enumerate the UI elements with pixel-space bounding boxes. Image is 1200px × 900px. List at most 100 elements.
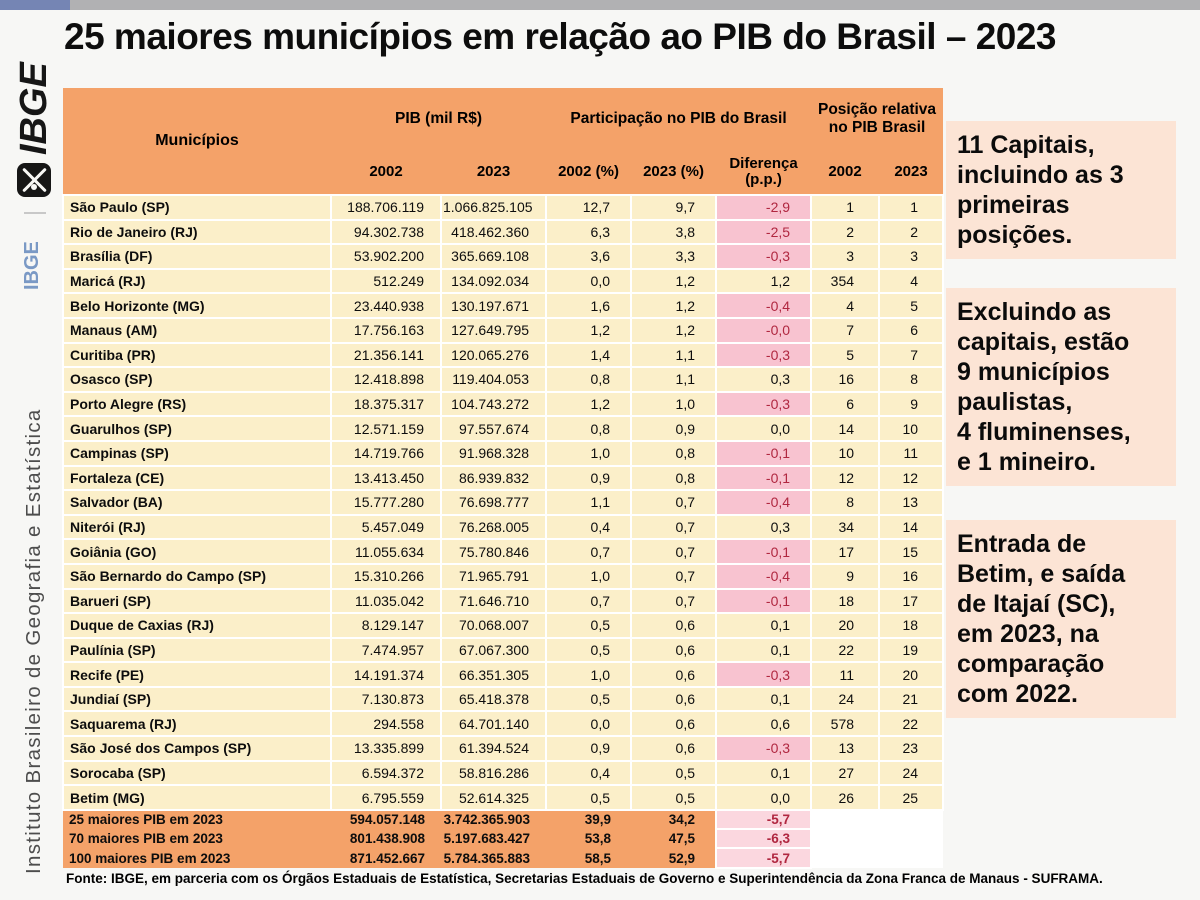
source-note: Fonte: IBGE, em parceria com os Órgãos E…: [66, 871, 1103, 886]
cell-pct-2023: 52,9: [631, 848, 717, 868]
cell-pct-2023: 0,6: [630, 735, 718, 762]
cell-pib-2023: 5.197.683.427: [441, 829, 547, 849]
cell-pct-2002: 1,0: [545, 439, 633, 467]
table-row: Duque de Caxias (RJ) 8.129.147 70.068.007 0…: [62, 612, 945, 639]
table-row: Recife (PE) 14.191.374 66.351.305 1,0 0,6 -0,…: [62, 661, 945, 688]
cell-pib-2023: 97.557.674: [439, 415, 548, 442]
table-row: Curitiba (PR) 21.356.141 120.065.276 1,4 1,1…: [62, 341, 945, 369]
cell-pct-2002: 53,8: [546, 829, 632, 849]
header-diferenca-line1: Diferença: [729, 154, 798, 172]
sidebar-divider: [24, 212, 46, 214]
header-pct-2023: 2023 (%): [631, 150, 717, 195]
table-row: Sorocaba (SP) 6.594.372 58.816.286 0,4 0,5 0,…: [62, 759, 945, 787]
cell-pct-2002: 3,6: [545, 243, 633, 270]
cell-pos-2002: 5: [810, 341, 881, 369]
cell-pib-2002: 188.706.119: [330, 194, 442, 221]
cell-pib-2002: 23.440.938: [330, 292, 442, 319]
cell-diff: -5,7: [715, 808, 813, 831]
cell-pct-2002: 1,4: [545, 341, 633, 369]
cell-pos-2023: 12: [878, 464, 945, 492]
table-row: Saquarema (RJ) 294.558 64.701.140 0,0 0,6 0,6…: [62, 710, 945, 738]
cell-name: Manaus (AM): [62, 316, 332, 344]
cell-pos-2002: 3: [810, 243, 881, 270]
cell-pos-2002: 34: [810, 513, 881, 541]
cell-name: São Paulo (SP): [62, 194, 332, 221]
table-body: São Paulo (SP) 188.706.119 1.066.825.105 12…: [62, 194, 945, 811]
table-row: Brasília (DF) 53.902.200 365.669.108 3,6 3,3…: [62, 243, 945, 270]
cell-diff: -0,3: [715, 661, 813, 688]
cell-diff: 0,3: [715, 513, 813, 541]
table-row: Niterói (RJ) 5.457.049 76.268.005 0,4 0,7 0,3…: [62, 513, 945, 541]
cell-pib-2002: 7.130.873: [330, 685, 442, 713]
cell-diff: -0,1: [715, 439, 813, 467]
summary-row: 70 maiores PIB em 2023 801.438.908 5.197.6…: [63, 828, 944, 850]
cell-pos-2023: 24: [878, 759, 945, 787]
cell-pos-2002: 1: [810, 194, 881, 221]
cell-name: Fortaleza (CE): [62, 464, 332, 492]
header-diferenca-line2: (p.p.): [745, 171, 782, 188]
cell-pib-2023: 64.701.140: [439, 710, 548, 738]
cell-pct-2023: 0,7: [630, 538, 718, 565]
table-row: Goiânia (GO) 11.055.634 75.780.846 0,7 0,7 -0…: [62, 538, 945, 565]
cell-pib-2023: 119.404.053: [439, 366, 548, 393]
table-row: Campinas (SP) 14.719.766 91.968.328 1,0 0,8-…: [62, 439, 945, 467]
cell-pib-2002: 11.035.042: [330, 587, 442, 615]
cell-pct-2023: 1,2: [630, 316, 718, 344]
cell-pos-2002-blank: [811, 829, 880, 849]
cell-pib-2023: 3.742.365.903: [441, 809, 547, 830]
cell-name: Guarulhos (SP): [62, 415, 332, 442]
cell-diff: 0,1: [715, 685, 813, 713]
cell-pct-2002: 1,2: [545, 316, 633, 344]
cell-pib-2002: 53.902.200: [330, 243, 442, 270]
cell-diff: 0,0: [715, 415, 813, 442]
table-row: Guarulhos (SP) 12.571.159 97.557.674 0,8 0,9…: [62, 415, 945, 442]
cell-summary-label: 70 maiores PIB em 2023: [63, 829, 331, 849]
table-summary: 25 maiores PIB em 2023 594.057.148 3.742.3…: [63, 808, 944, 869]
cell-pos-2002: 18: [810, 587, 881, 615]
cell-pos-2023: 2: [878, 218, 945, 246]
cell-pib-2023: 65.418.378: [439, 685, 548, 713]
cell-pib-2023: 71.646.710: [439, 587, 548, 615]
cell-pct-2002: 39,9: [546, 809, 632, 830]
cell-pib-2023: 61.394.524: [439, 735, 548, 762]
cell-diff: 0,1: [715, 759, 813, 787]
cell-pos-2023: 17: [878, 587, 945, 615]
cell-name: Osasco (SP): [62, 366, 332, 393]
cell-pib-2002: 15.310.266: [330, 562, 442, 590]
header-pos-2023: 2023: [879, 150, 944, 195]
cell-pib-2002: 13.335.899: [330, 735, 442, 762]
cell-pos-2002: 354: [810, 267, 881, 295]
cell-pos-2023: 22: [878, 710, 945, 738]
cell-pct-2023: 0,6: [630, 612, 718, 639]
cell-pos-2002: 11: [810, 661, 881, 688]
cell-pct-2002: 58,5: [546, 848, 632, 868]
cell-pct-2002: 1,2: [545, 390, 633, 418]
cell-pct-2023: 1,0: [630, 390, 718, 418]
cell-pib-2002: 17.756.163: [330, 316, 442, 344]
top-bar: [0, 0, 1200, 10]
table-row: Barueri (SP) 11.035.042 71.646.710 0,7 0,7 -0…: [62, 587, 945, 615]
cell-pct-2023: 0,6: [630, 661, 718, 688]
cell-pos-2023: 9: [878, 390, 945, 418]
cell-name: Curitiba (PR): [62, 341, 332, 369]
cell-pib-2002: 6.594.372: [330, 759, 442, 787]
cell-pib-2002: 13.413.450: [330, 464, 442, 492]
cell-pos-2023: 3: [878, 243, 945, 270]
cell-pos-2023: 19: [878, 636, 945, 664]
cell-pos-2023: 15: [878, 538, 945, 565]
cell-name: São José dos Campos (SP): [62, 735, 332, 762]
cell-pib-2023: 86.939.832: [439, 464, 548, 492]
header-pib-2023: 2023: [441, 150, 547, 195]
table-row: Rio de Janeiro (RJ) 94.302.738 418.462.360…: [62, 218, 945, 246]
cell-pib-2002: 294.558: [330, 710, 442, 738]
table-row: Betim (MG) 6.795.559 52.614.325 0,5 0,5 0,0 26…: [62, 784, 945, 811]
cell-pct-2002: 0,5: [545, 784, 633, 811]
cell-pos-2023: 5: [878, 292, 945, 319]
cell-diff: -6,3: [715, 828, 813, 850]
cell-pos-2023: 8: [878, 366, 945, 393]
cell-name: Betim (MG): [62, 784, 332, 811]
cell-pct-2002: 1,1: [545, 489, 633, 516]
cell-pct-2023: 0,5: [630, 759, 718, 787]
cell-pct-2023: 0,8: [630, 464, 718, 492]
cell-pct-2023: 0,5: [630, 784, 718, 811]
